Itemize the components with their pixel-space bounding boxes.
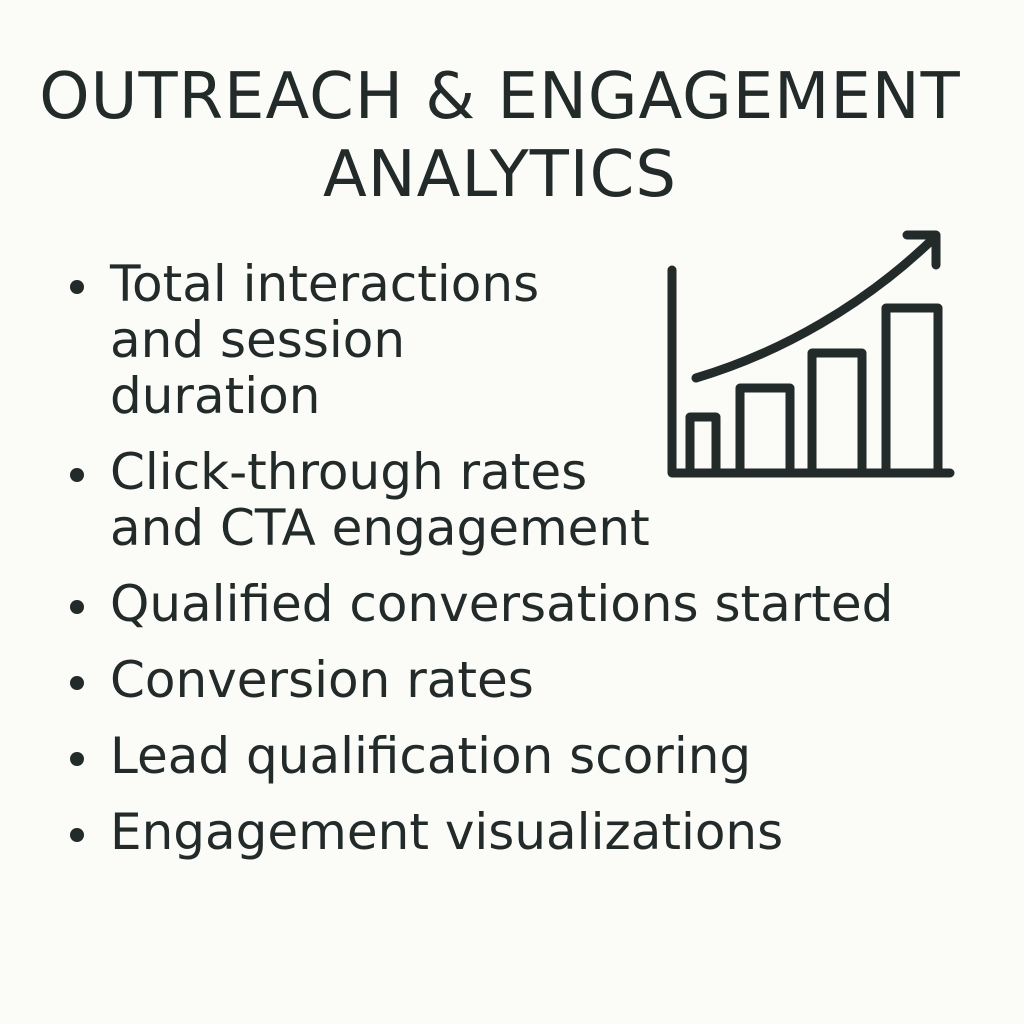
chart-bar (735, 383, 795, 478)
bullet-icon (70, 280, 84, 294)
chart-bar (685, 412, 721, 478)
list-item: Lead qualification scoring (62, 728, 893, 784)
title-line-1: OUTREACH & ENGAGEMENT (39, 60, 961, 134)
bullet-icon (70, 752, 84, 766)
trend-arrow-head (902, 230, 941, 270)
list-item: Engagement visualizations (62, 804, 893, 860)
growth-bar-chart-icon (667, 230, 955, 478)
analytics-bullet-list: Total interactions and session duration … (62, 256, 893, 880)
list-item-text: and session (110, 311, 406, 369)
list-item: Click-through rates and CTA engagement (62, 444, 893, 556)
title-line-2: ANALYTICS (323, 138, 677, 212)
bullet-icon (70, 676, 84, 690)
list-item-text: Engagement visualizations (110, 803, 784, 861)
list-item: Total interactions and session duration (62, 256, 893, 424)
chart-bar (881, 303, 943, 478)
list-item-text: and CTA engagement (110, 499, 650, 557)
chart-bar (807, 348, 867, 478)
list-item: Qualified conversations started (62, 576, 893, 632)
list-item-text: Conversion rates (110, 651, 534, 709)
list-item-text: Click-through rates (110, 443, 588, 501)
bullet-icon (70, 600, 84, 614)
bullet-icon (70, 468, 84, 482)
list-item-text: Total interactions (110, 255, 540, 313)
bullet-icon (70, 828, 84, 842)
list-item-text: duration (110, 367, 321, 425)
list-item-text: Qualified conversations started (110, 575, 894, 633)
list-item: Conversion rates (62, 652, 893, 708)
list-item-text: Lead qualification scoring (110, 727, 752, 785)
trend-arrow (691, 232, 940, 383)
page-title: OUTREACH & ENGAGEMENT ANALYTICS (0, 58, 1000, 214)
